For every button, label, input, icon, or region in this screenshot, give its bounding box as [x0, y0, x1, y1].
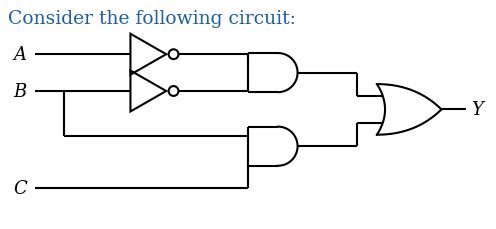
Text: B: B — [13, 83, 27, 101]
Text: A: A — [14, 46, 27, 64]
Text: Y: Y — [471, 101, 483, 119]
Text: Consider the following circuit:: Consider the following circuit: — [8, 10, 296, 28]
Text: C: C — [13, 179, 27, 197]
